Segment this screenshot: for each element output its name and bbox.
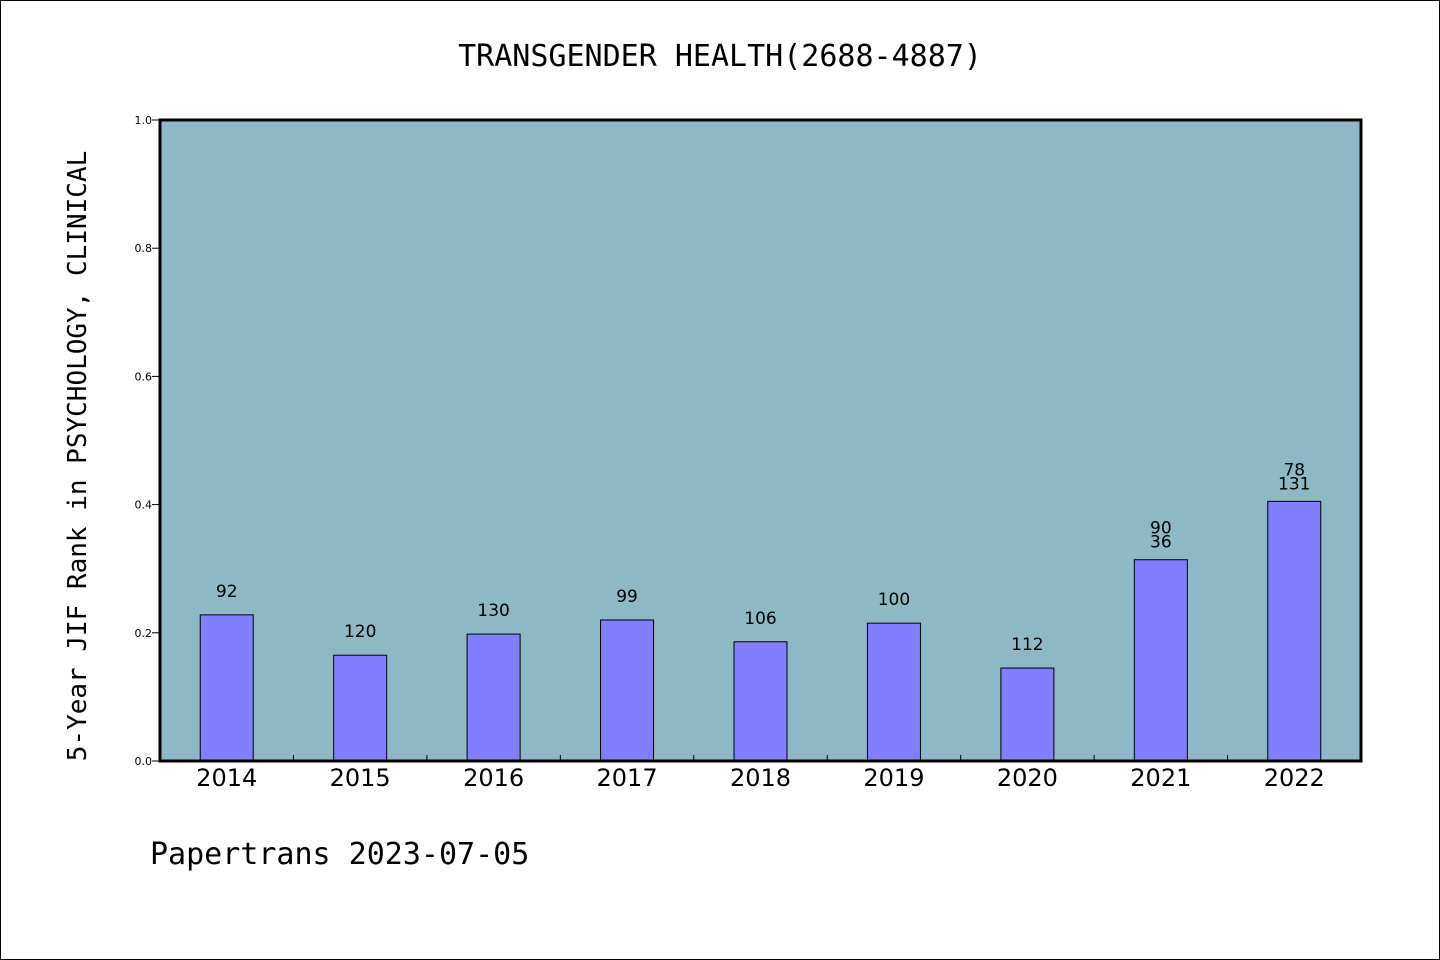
bar-2015	[333, 654, 388, 762]
x-tick-label: 2016	[463, 764, 524, 792]
y-tick-label: 0.8	[135, 242, 153, 255]
x-tick-label: 2020	[997, 764, 1058, 792]
y-axis-label: 5-Year JIF Rank in PSYCHOLOGY, CLINICAL	[63, 151, 93, 761]
bar-value-label: 100	[878, 590, 910, 610]
x-tick-label: 2014	[196, 764, 257, 792]
x-tick-label: 2022	[1264, 764, 1325, 792]
x-tick-label: 2021	[1130, 764, 1191, 792]
y-tick-label: 0.6	[135, 370, 153, 383]
bar-value-label: 120	[344, 622, 376, 642]
watermark: Papertrans 2023-07-05	[150, 837, 529, 872]
x-tick-label: 2015	[330, 764, 391, 792]
y-tick-label: 0.2	[135, 627, 153, 640]
bar-value-label: 78	[1283, 460, 1305, 480]
bars-group	[199, 500, 1322, 762]
bar-value-label: 36	[1150, 533, 1172, 553]
bar-2017	[600, 619, 655, 762]
x-tick-label: 2019	[863, 764, 924, 792]
y-tick-label: 0.4	[135, 499, 153, 512]
chart-title: TRANSGENDER HEALTH(2688-4887)	[458, 39, 982, 74]
bar-2016	[466, 633, 521, 762]
bar-2018	[733, 641, 788, 762]
x-tick-label: 2017	[597, 764, 658, 792]
bar-2022	[1267, 500, 1322, 762]
bar-2014	[199, 614, 254, 762]
bar-value-label: 106	[744, 609, 776, 629]
bar-2020	[1000, 667, 1055, 762]
bar-value-label: 131	[1278, 474, 1310, 494]
y-tick-label: 0.0	[135, 755, 153, 768]
bar-value-label: 90	[1150, 519, 1172, 539]
bar-value-label: 92	[216, 582, 238, 602]
bar-2021	[1133, 559, 1188, 762]
bar-value-label: 99	[616, 587, 638, 607]
x-axis-ticks: 2014 2015 2016 2017 2018 2019 2020 2021 2022	[196, 755, 1325, 792]
bar-value-label: 130	[477, 601, 509, 621]
bar-2019	[866, 622, 921, 762]
y-tick-label: 1.0	[135, 114, 153, 127]
bar-value-label: 112	[1011, 635, 1043, 655]
x-tick-label: 2018	[730, 764, 791, 792]
y-axis-ticks: 0.0 0.2 0.4 0.6 0.8 1.0	[135, 114, 160, 768]
plot-border	[158, 118, 1363, 763]
